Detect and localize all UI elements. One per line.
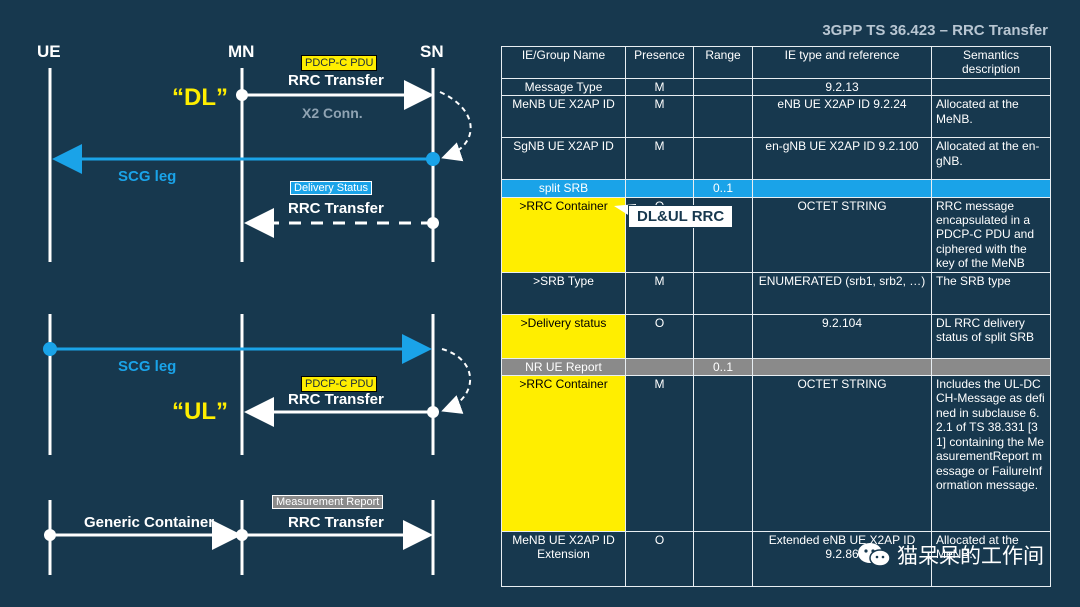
cell-presence: M xyxy=(625,137,694,181)
cell-presence: M xyxy=(625,95,694,139)
cell-semantics xyxy=(931,179,1051,198)
dl-label: “DL” xyxy=(172,84,228,111)
cell-range xyxy=(693,137,753,181)
cell-name: MeNB UE X2AP ID Extension xyxy=(501,531,626,588)
header-presence: Presence xyxy=(625,46,694,79)
table-row: SgNB UE X2AP ID M en-gNB UE X2AP ID 9.2.… xyxy=(501,137,1051,181)
cell-semantics: The SRB type xyxy=(931,271,1051,315)
lifelines-ul xyxy=(48,314,435,455)
cell-type: en-gNB UE X2AP ID 9.2.100 xyxy=(752,137,932,181)
cell-type: eNB UE X2AP ID 9.2.24 xyxy=(752,95,932,139)
cell-name: SgNB UE X2AP ID xyxy=(501,137,626,181)
cell-range xyxy=(693,196,753,273)
cell-range xyxy=(693,95,753,139)
ie-table: IE/Group Name Presence Range IE type and… xyxy=(501,46,1051,588)
delivery-origin-dot xyxy=(427,217,439,229)
ul-rrc-transfer-label: RRC Transfer xyxy=(288,391,384,408)
cell-type: 9.2.104 xyxy=(752,313,932,359)
cell-presence: O xyxy=(625,531,694,588)
table-row: MeNB UE X2AP ID Extension O Extended eNB… xyxy=(501,531,1051,588)
ul-scg-leg-label: SCG leg xyxy=(118,358,177,375)
cell-type: Extended eNB UE X2AP ID 9.2.86 xyxy=(752,531,932,588)
watermark: 猫呆呆的工作间 xyxy=(857,540,1044,570)
table-row: MeNB UE X2AP ID M eNB UE X2AP ID 9.2.24 … xyxy=(501,95,1051,139)
generic-container-label: Generic Container xyxy=(84,514,215,531)
cell-range: 0..1 xyxy=(693,179,753,198)
table-row-group-split-srb: split SRB 0..1 xyxy=(501,179,1051,198)
cell-name: >SRB Type xyxy=(501,271,626,315)
dl-scg-leg-label: SCG leg xyxy=(118,168,177,185)
cell-name: MeNB UE X2AP ID xyxy=(501,95,626,139)
watermark-text: 猫呆呆的工作间 xyxy=(897,545,1044,568)
cell-presence xyxy=(625,179,694,198)
cell-presence: O xyxy=(625,313,694,359)
ul-x2-curve xyxy=(441,348,471,414)
cell-semantics xyxy=(931,77,1051,97)
cell-presence xyxy=(625,357,694,377)
ul-label: “UL” xyxy=(172,398,228,425)
dl-scg-origin-dot xyxy=(426,152,440,166)
dl-ul-rrc-callout: DL&UL RRC xyxy=(628,205,734,228)
table-row: >RRC Container O OCTET STRING RRC messag… xyxy=(501,196,1051,273)
x2-conn-label: X2 Conn. xyxy=(302,105,363,121)
x2-conn-curve xyxy=(439,91,472,162)
cell-range xyxy=(693,531,753,588)
cell-name: >Delivery status xyxy=(501,313,626,359)
cell-type xyxy=(752,179,932,198)
header-ie-name: IE/Group Name xyxy=(501,46,626,79)
generic-origin-dot xyxy=(44,529,56,541)
cell-range xyxy=(693,271,753,315)
meas-rrc-transfer-label: RRC Transfer xyxy=(288,514,384,531)
cell-range xyxy=(693,375,753,533)
cell-range: 0..1 xyxy=(693,357,753,377)
cell-presence: M xyxy=(625,375,694,533)
header-range: Range xyxy=(693,46,753,79)
cell-semantics: Allocated at the MeNB. xyxy=(931,95,1051,139)
cell-name: split SRB xyxy=(501,179,626,198)
cell-semantics: Includes the UL-DCCH-Message as defined … xyxy=(931,375,1051,533)
header-semantics: Semantics description xyxy=(931,46,1051,79)
cell-type: ENUMERATED (srb1, srb2, …) xyxy=(752,271,932,315)
ul-origin-dot xyxy=(427,406,439,418)
dl-rrc-transfer-label-2: RRC Transfer xyxy=(288,200,384,217)
cell-semantics: DL RRC delivery status of split SRB xyxy=(931,313,1051,359)
table-row-group-nr-ue-report: NR UE Report 0..1 xyxy=(501,357,1051,377)
cell-presence: M xyxy=(625,271,694,315)
cell-type xyxy=(752,357,932,377)
table-row: >SRB Type M ENUMERATED (srb1, srb2, …) T… xyxy=(501,271,1051,315)
table-row: Message Type M 9.2.13 xyxy=(501,77,1051,97)
meas-origin-dot xyxy=(236,529,248,541)
table-row: >Delivery status O 9.2.104 DL RRC delive… xyxy=(501,313,1051,359)
table-row: >RRC Container M OCTET STRING Includes t… xyxy=(501,375,1051,533)
table-header-row: IE/Group Name Presence Range IE type and… xyxy=(501,46,1051,79)
delivery-status-tag: Delivery Status xyxy=(290,181,372,195)
cell-name: >RRC Container xyxy=(501,196,626,273)
cell-name: Message Type xyxy=(501,77,626,97)
ul-scg-origin-dot xyxy=(43,342,57,356)
dl-rrc-transfer-label: RRC Transfer xyxy=(288,72,384,89)
cell-range xyxy=(693,77,753,97)
cell-type: 9.2.13 xyxy=(752,77,932,97)
cell-name: NR UE Report xyxy=(501,357,626,377)
slide-title: 3GPP TS 36.423 – RRC Transfer xyxy=(822,22,1048,39)
entity-ue-label: UE xyxy=(37,42,61,61)
ul-pdcp-tag: PDCP-C PDU xyxy=(301,376,378,392)
cell-semantics: Allocated at the MeNB. xyxy=(931,531,1051,588)
cell-name: >RRC Container xyxy=(501,375,626,533)
cell-semantics xyxy=(931,357,1051,377)
dl-pdcp-tag: PDCP-C PDU xyxy=(301,55,378,71)
cell-range xyxy=(693,313,753,359)
entity-mn-label: MN xyxy=(228,42,255,61)
cell-type: OCTET STRING xyxy=(752,375,932,533)
entity-sn-label: SN xyxy=(420,42,444,61)
dl-origin-dot xyxy=(236,89,248,101)
measurement-report-tag: Measurement Report xyxy=(272,495,384,509)
cell-semantics: RRC message encapsulated in a PDCP-C PDU… xyxy=(931,196,1051,273)
chat-bubble-icon xyxy=(858,543,891,567)
header-ie-type: IE type and reference xyxy=(752,46,932,79)
cell-type: OCTET STRING xyxy=(752,196,932,273)
cell-semantics: Allocated at the en-gNB. xyxy=(931,137,1051,181)
cell-presence: M xyxy=(625,77,694,97)
